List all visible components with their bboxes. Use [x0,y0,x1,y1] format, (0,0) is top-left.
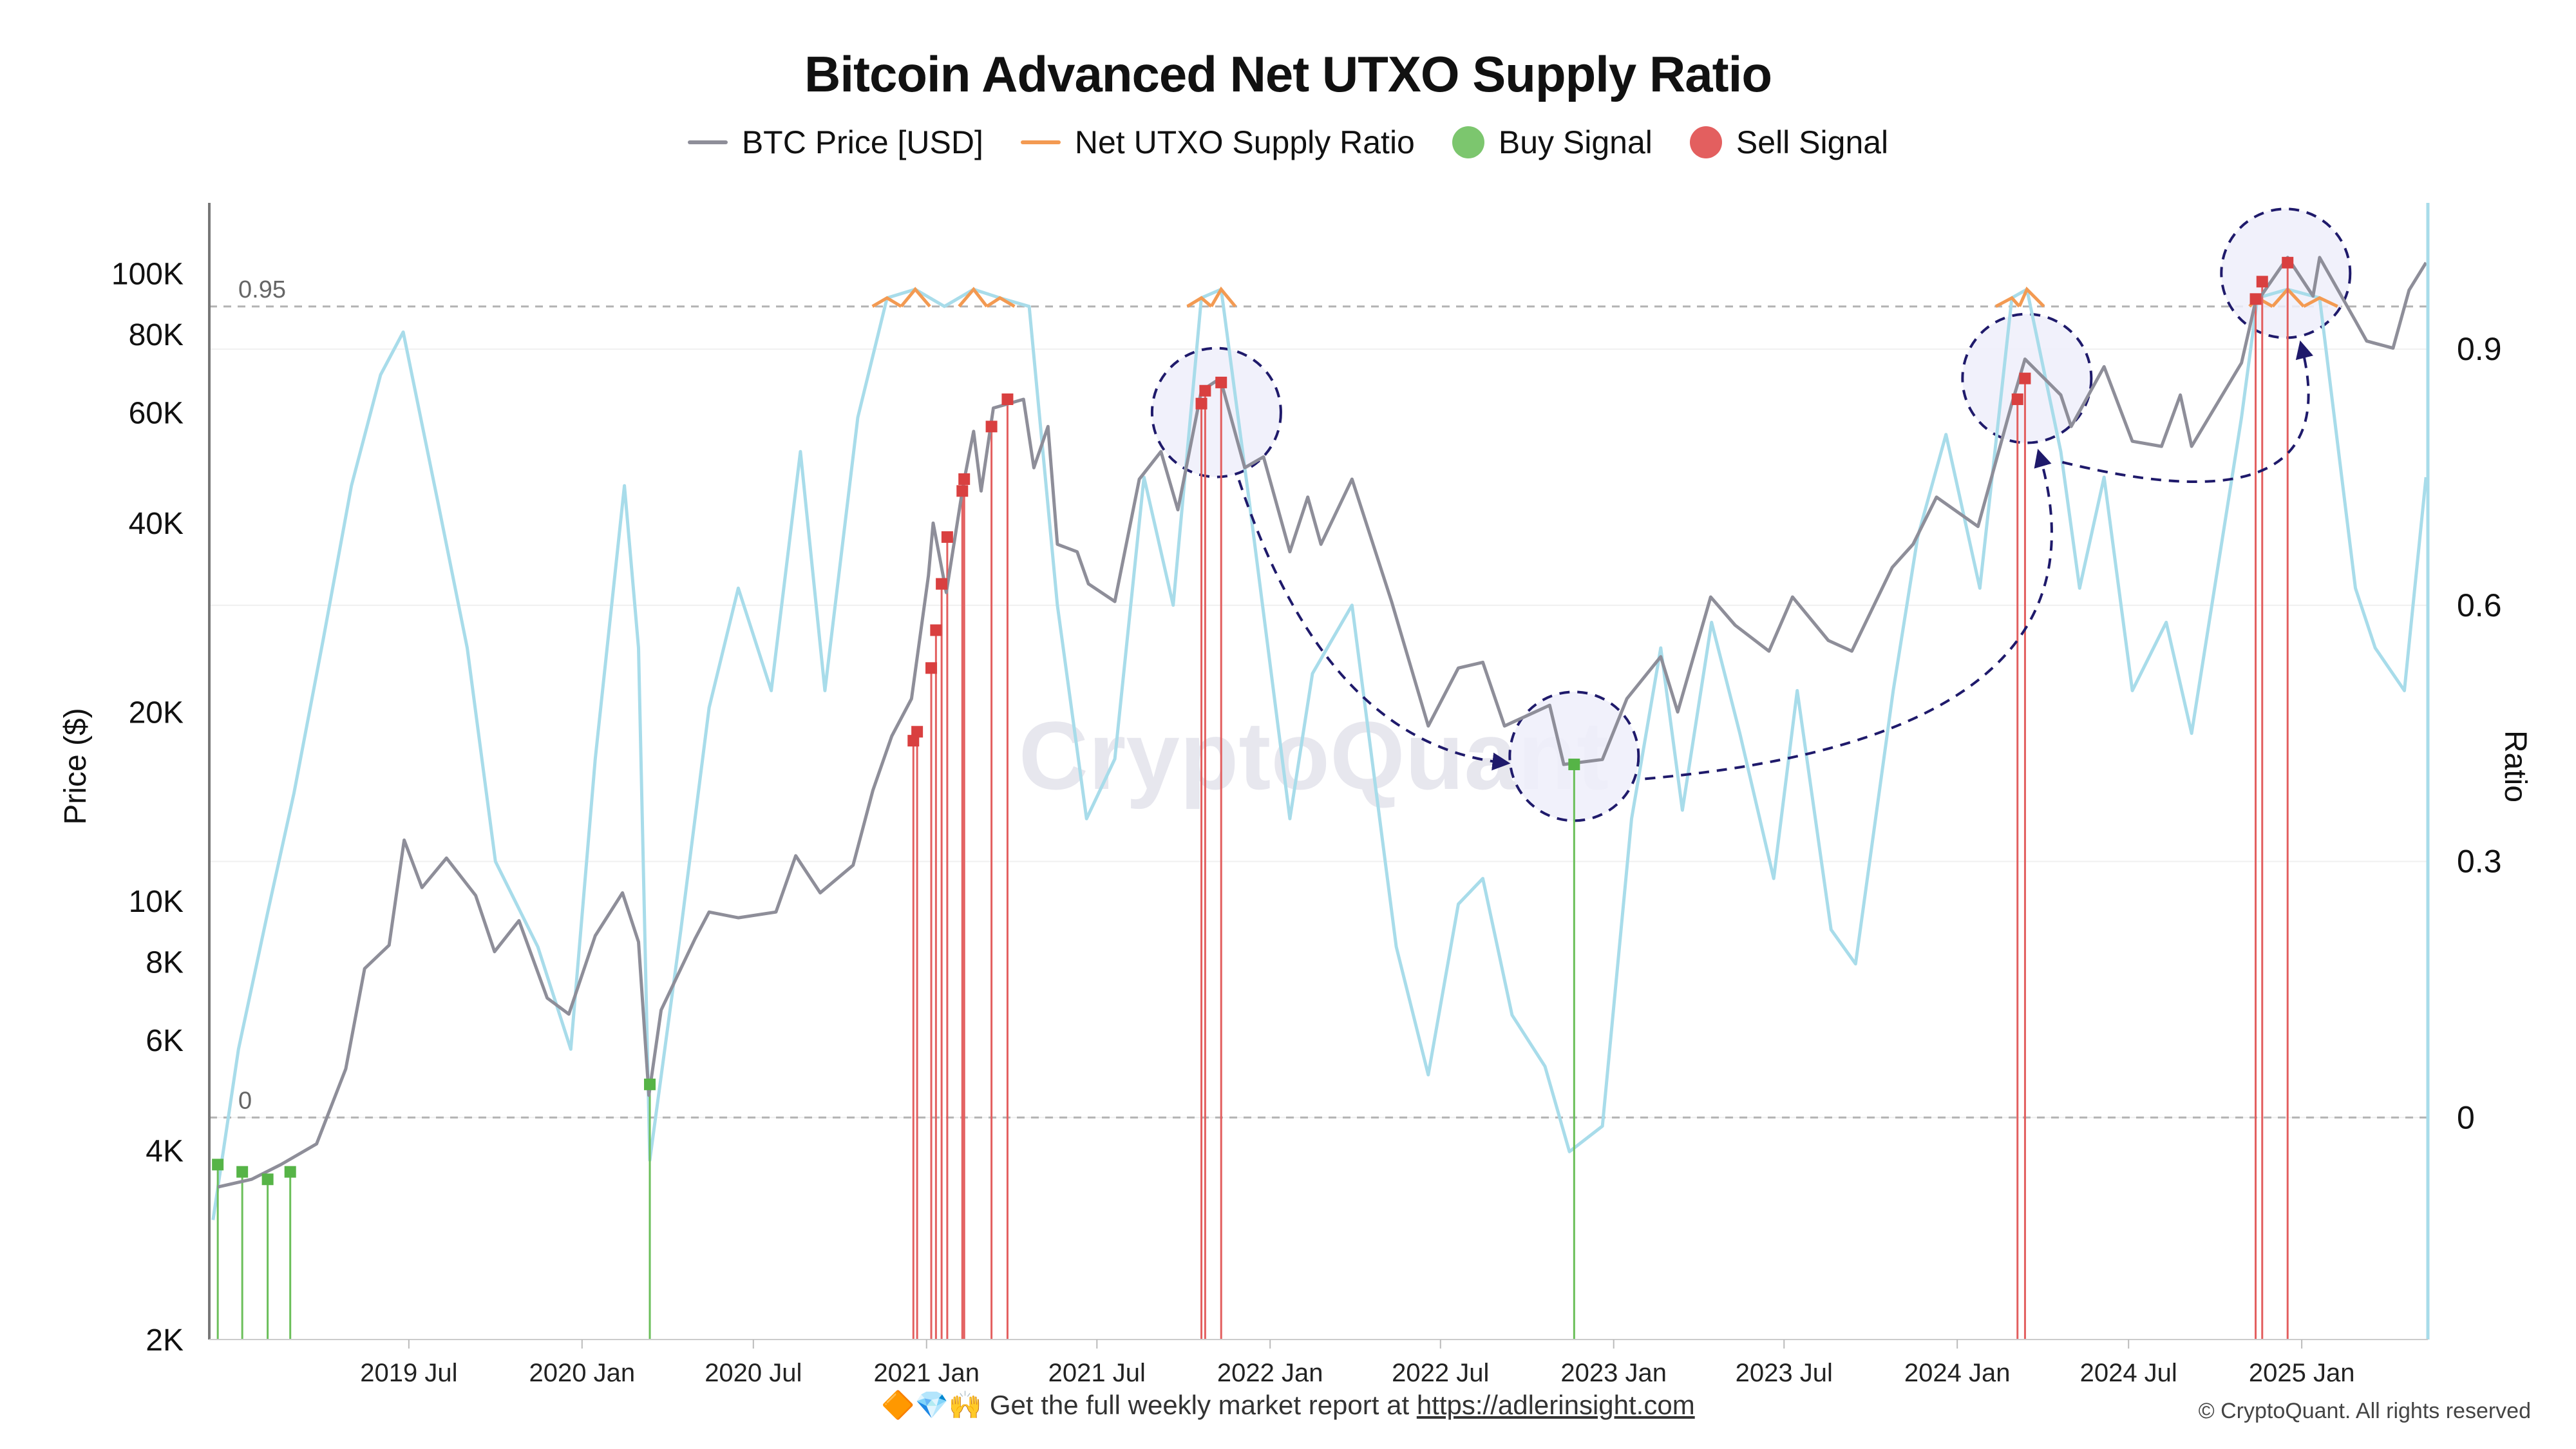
y-left-tick-label: 4K [146,1135,184,1169]
ratio-above-threshold-segment [985,296,1016,308]
buy-signal-marker [212,1159,224,1171]
legend-label-sell: Sell Signal [1736,124,1889,160]
buy-signal-marker [236,1166,249,1178]
sell-signal-marker [930,624,942,636]
ratio-above-threshold-segment [958,287,989,308]
sell-signal-marker [956,485,969,497]
legend-label-price: BTC Price [USD] [741,124,983,160]
y-left-tick-label: 40K [129,507,184,541]
x-tick-label: 2019 Jul [360,1359,457,1387]
sell-signal-marker [1215,376,1227,388]
sell-signal-marker [941,531,953,543]
x-tick-label: 2020 Jul [705,1359,802,1387]
sell-signal-marker [1199,384,1211,397]
ratio-above-threshold-segment [900,287,931,308]
legend-label-ratio: Net UTXO Supply Ratio [1074,124,1415,160]
sell-signal-marker [2011,393,2023,405]
y-right-tick-label: 0 [2457,1099,2475,1135]
sell-signal-marker [985,421,998,433]
legend-item-sell[interactable]: Sell Signal [1689,124,1889,161]
footer: 🔶💎🙌 Get the full weekly market report at… [0,1390,2576,1421]
sell-signal-marker [911,726,923,738]
sell-signal-marker [936,578,948,590]
legend-swatch-ratio [1020,140,1061,144]
dashed-trend-arrow [1238,479,1511,771]
copyright: © CryptoQuant. All rights reserved [2198,1399,2531,1423]
x-tick-label: 2023 Jul [1736,1359,1833,1387]
y-left-tick-label: 8K [146,945,184,980]
y-left-axis-label: Price ($) [59,708,93,824]
x-tick-label: 2025 Jan [2249,1359,2355,1387]
y-right-tick-label: 0.3 [2457,844,2502,880]
footer-link[interactable]: https://adlerinsight.com [1416,1390,1695,1420]
reference-line-label: 0.95 [238,276,286,303]
buy-signal-marker [284,1166,296,1178]
annotation-circle [1150,346,1282,478]
ratio-series-line [211,287,2428,1220]
y-left-tick-label: 20K [129,696,184,730]
sell-signal-marker [2249,293,2262,305]
ratio-above-threshold-segment [1186,296,1213,308]
ratio-above-threshold-segment [2302,296,2338,308]
sell-signal-marker [2282,256,2294,269]
x-tick-label: 2022 Jan [1217,1359,1323,1387]
y-right-tick-label: 0.9 [2457,331,2502,367]
sell-signal-marker [907,735,920,747]
buy-signal-marker [644,1078,656,1090]
y-right-tick-label: 0.6 [2457,587,2502,623]
dashed-trend-arrow [2061,340,2313,484]
legend-swatch-price [687,140,728,144]
legend-item-ratio[interactable]: Net UTXO Supply Ratio [1020,124,1415,161]
legend: BTC Price [USD] Net UTXO Supply Ratio Bu… [0,124,2576,161]
reference-line-label: 0 [238,1087,252,1114]
x-tick-label: 2020 Jan [529,1359,635,1387]
sell-signal-marker [1195,397,1208,410]
x-tick-label: 2024 Jul [2080,1359,2177,1387]
ratio-above-threshold-segment [871,296,902,308]
ratio-above-threshold-segment [1209,286,1237,308]
annotation-circle [2220,207,2352,339]
sell-signal-marker [1001,393,1014,405]
legend-item-price[interactable]: BTC Price [USD] [687,124,983,161]
x-tick-label: 2024 Jan [1904,1359,2011,1387]
x-tick-label: 2023 Jan [1560,1359,1667,1387]
chart-title: Bitcoin Advanced Net UTXO Supply Ratio [804,46,1772,102]
x-tick-label: 2021 Jan [873,1359,980,1387]
buy-signal-marker [1568,758,1580,770]
legend-swatch-sell [1689,126,1722,158]
sell-signal-marker [925,662,938,674]
sell-signal-marker [2019,372,2031,384]
legend-item-buy[interactable]: Buy Signal [1452,124,1653,161]
ratio-above-threshold-segment [1994,296,2021,308]
y-left-tick-label: 2K [146,1323,184,1358]
sell-signal-marker [2256,276,2268,288]
x-tick-label: 2022 Jul [1392,1359,1489,1387]
footer-emoji: 🔶💎🙌 [881,1390,983,1420]
buy-signal-marker [261,1173,274,1186]
footer-text: Get the full weekly market report at [989,1390,1410,1420]
y-left-tick-label: 100K [111,257,184,291]
sell-signal-marker [958,473,971,485]
y-left-tick-label: 80K [129,318,184,352]
y-left-tick-label: 60K [129,397,184,431]
y-left-tick-label: 6K [146,1024,184,1058]
y-right-axis-label: Ratio [2498,730,2532,802]
y-left-tick-label: 10K [129,885,184,919]
dashed-trend-arrow [1645,448,2053,781]
ratio-above-threshold-segment [2018,286,2045,308]
legend-label-buy: Buy Signal [1498,124,1653,160]
legend-swatch-buy [1452,126,1484,158]
x-tick-label: 2021 Jul [1048,1359,1146,1387]
